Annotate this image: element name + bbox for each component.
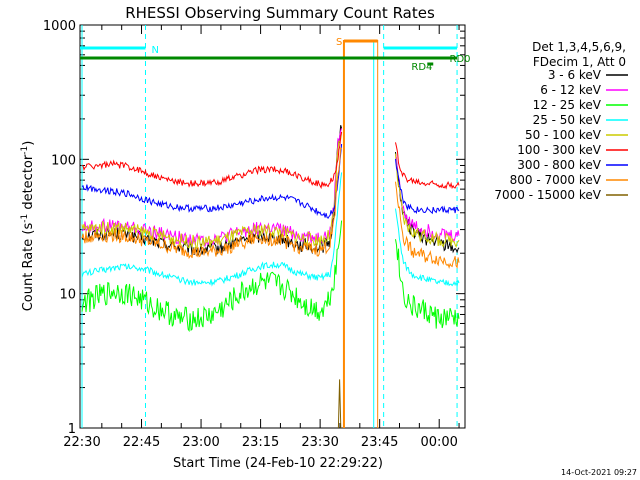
flag-label-0: N (151, 45, 158, 56)
x-tick-label: 22:45 (123, 435, 160, 450)
flag-label-3: RD4 (411, 62, 432, 73)
series-line-6 (81, 143, 343, 219)
series-line-2 (81, 220, 343, 333)
legend-label: 800 - 7000 keV (510, 173, 602, 187)
series-line-2 (395, 239, 460, 329)
x-tick-label: 22:30 (63, 435, 100, 450)
y-tick-label: 1000 (43, 19, 76, 34)
chart-title: RHESSI Observing Summary Count Rates (125, 4, 435, 22)
plot-frame (79, 24, 466, 429)
series-line-7 (81, 147, 342, 260)
flag-label-2: RD0 (450, 54, 471, 65)
legend-label: 6 - 12 keV (540, 83, 602, 97)
footer-date: 14-Oct-2021 09:27 (561, 468, 637, 477)
legend-header-1: Det 1,3,4,5,6,9, (532, 40, 626, 54)
series-line-6 (395, 158, 460, 215)
legend-header-2: FDecim 1, Att 0 (533, 55, 626, 69)
series-line-8 (337, 379, 342, 428)
flag-label-1: S (336, 37, 342, 48)
series-line-3 (395, 208, 460, 287)
series-line-3 (81, 172, 343, 287)
y-axis-label: Count Rate (s-1 detector-1) (20, 141, 36, 312)
x-tick-label: 23:15 (242, 435, 279, 450)
series-line-5 (395, 142, 460, 190)
y-tick-label: 1 (68, 422, 76, 437)
legend-label: 50 - 100 keV (525, 128, 602, 142)
series-line-7 (395, 181, 460, 269)
series-line-4 (81, 131, 343, 250)
legend-label: 7000 - 15000 keV (494, 188, 601, 202)
x-tick-label: 23:30 (301, 435, 338, 450)
legend-label: 3 - 6 keV (548, 68, 602, 82)
series-line-4 (395, 153, 460, 249)
legend-label: 300 - 800 keV (517, 158, 601, 172)
y-tick-label: 10 (59, 288, 76, 303)
x-axis-label: Start Time (24-Feb-10 22:29:22) (173, 456, 383, 471)
legend-label: 100 - 300 keV (517, 143, 601, 157)
legend-label: 25 - 50 keV (533, 113, 602, 127)
x-tick-label: 23:00 (182, 435, 219, 450)
x-tick-label: 00:00 (420, 435, 457, 450)
series-line-5 (81, 131, 343, 190)
y-tick-label: 100 (51, 153, 76, 168)
x-tick-label: 23:45 (361, 435, 398, 450)
series-line-1 (395, 154, 460, 243)
legend-label: 12 - 25 keV (533, 98, 602, 112)
